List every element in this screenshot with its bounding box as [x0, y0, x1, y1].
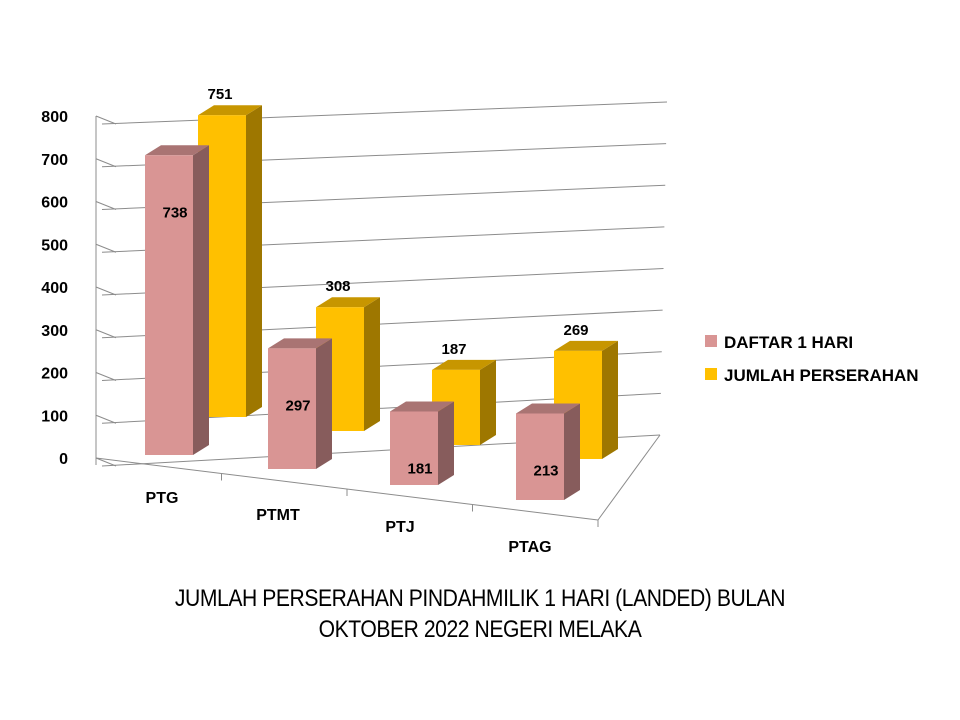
y-tick-label: 300 [41, 323, 68, 340]
y-tick-label: 200 [41, 366, 68, 383]
chart-title-line-1: JUMLAH PERSERAHAN PINDAHMILIK 1 HARI (LA… [174, 585, 786, 612]
bar-side [246, 105, 262, 418]
side-gridline [95, 457, 117, 467]
y-tick-label: 0 [59, 451, 68, 468]
bar-side [602, 340, 618, 459]
side-gridline [95, 372, 117, 381]
data-label: 738 [162, 204, 187, 221]
legend-label: JUMLAH PERSERAHAN [724, 366, 919, 385]
bar-ptg-daftar [145, 145, 209, 455]
data-labels: 751 738 308 297 187 181 269 213 [162, 86, 588, 479]
side-gridline [95, 329, 117, 339]
data-label: 213 [533, 462, 558, 479]
side-gridline [95, 158, 117, 168]
x-category-label: PTAG [508, 539, 551, 556]
chart-title: JUMLAH PERSERAHAN PINDAHMILIK 1 HARI (LA… [58, 583, 903, 645]
y-tick-label: 400 [41, 280, 68, 297]
bar-top [390, 401, 454, 412]
bar-side [564, 403, 580, 500]
bar-ptj-daftar [390, 401, 454, 485]
legend-swatch [705, 335, 717, 347]
side-gridline [95, 414, 117, 424]
bar-front [268, 348, 316, 469]
bar-front [390, 411, 438, 485]
side-gridline [95, 286, 117, 296]
bar-side [364, 297, 380, 431]
y-tick-label: 600 [41, 195, 68, 212]
x-category-label: PTJ [385, 519, 414, 536]
legend-swatch [705, 368, 717, 380]
bar-side [193, 145, 209, 455]
bar-front [516, 413, 564, 500]
bar-ptmt-daftar [268, 338, 332, 469]
gridline [101, 101, 668, 125]
y-tick-label: 100 [41, 408, 68, 425]
data-label: 187 [441, 341, 466, 358]
legend-label: DAFTAR 1 HARI [724, 333, 853, 352]
bar-top [198, 105, 262, 116]
bar-top [554, 340, 618, 351]
side-gridline [95, 243, 117, 253]
x-category-label: PTMT [256, 507, 300, 524]
y-tick-label: 500 [41, 237, 68, 254]
data-label: 297 [285, 397, 310, 414]
bar-top [268, 338, 332, 349]
bar-side [438, 401, 454, 485]
data-label: 181 [407, 460, 432, 477]
bar-side [316, 338, 332, 469]
y-tick-label: 700 [41, 152, 68, 169]
data-label: 308 [325, 278, 350, 295]
bar-top [432, 359, 496, 370]
x-category-label: PTG [146, 490, 179, 507]
bar-ptag-daftar [516, 403, 580, 500]
side-gridline [95, 201, 117, 210]
bar-top [516, 403, 580, 414]
bar-top [145, 145, 209, 156]
bar-side [480, 359, 496, 445]
legend: DAFTAR 1 HARI JUMLAH PERSERAHAN [705, 333, 919, 385]
chart-title-line-2: OKTOBER 2022 NEGERI MELAKA [318, 616, 642, 643]
bars [145, 105, 618, 500]
side-gridline [95, 115, 117, 125]
bar-top [316, 297, 380, 308]
floor-right-edge [597, 434, 661, 521]
data-label: 269 [563, 322, 588, 339]
y-tick-label: 800 [41, 109, 68, 126]
bar-front [145, 155, 193, 455]
data-label: 751 [207, 86, 232, 103]
